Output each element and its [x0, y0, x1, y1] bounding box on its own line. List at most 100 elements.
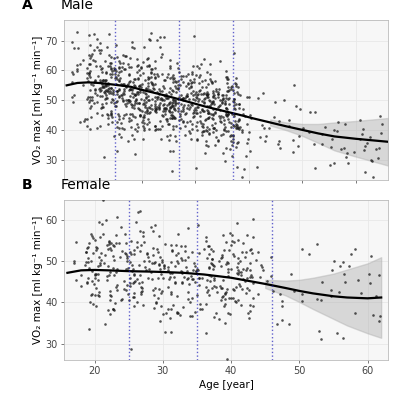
Point	[211, 124, 218, 131]
Point	[166, 100, 172, 106]
Point	[174, 310, 180, 316]
Point	[246, 267, 253, 273]
Point	[224, 310, 231, 316]
Point	[151, 86, 157, 93]
Point	[207, 103, 213, 110]
Point	[70, 44, 77, 51]
Point	[119, 125, 125, 131]
Point	[161, 92, 168, 98]
Point	[205, 115, 212, 122]
Point	[161, 111, 168, 118]
Point	[73, 67, 80, 74]
Point	[223, 128, 229, 134]
Point	[116, 125, 122, 131]
Point	[93, 271, 99, 278]
Point	[156, 106, 163, 112]
Point	[86, 264, 93, 271]
Point	[151, 65, 158, 71]
Point	[102, 78, 108, 84]
Point	[130, 266, 136, 272]
Point	[344, 159, 351, 166]
Point	[190, 114, 196, 120]
Point	[124, 258, 130, 265]
Point	[230, 132, 236, 138]
Point	[210, 262, 216, 268]
Point	[69, 79, 75, 85]
Text: Female: Female	[61, 178, 111, 192]
Point	[132, 96, 139, 103]
Point	[129, 110, 136, 117]
Point	[178, 267, 185, 274]
Point	[328, 144, 334, 150]
Point	[196, 113, 203, 120]
Point	[126, 118, 133, 124]
Point	[250, 234, 256, 240]
Point	[107, 60, 113, 66]
Point	[141, 109, 148, 116]
Point	[136, 280, 142, 286]
Point	[88, 81, 94, 88]
Point	[68, 69, 75, 75]
Point	[172, 123, 179, 130]
Point	[205, 108, 211, 114]
Point	[140, 127, 147, 133]
Point	[94, 244, 100, 251]
Point	[126, 79, 132, 86]
Point	[111, 100, 118, 106]
Point	[92, 77, 99, 83]
Point	[177, 101, 184, 108]
Point	[127, 92, 133, 99]
Point	[212, 78, 218, 84]
Point	[245, 286, 252, 293]
Point	[164, 74, 170, 80]
Point	[297, 106, 303, 112]
Point	[134, 121, 140, 128]
Point	[110, 265, 116, 271]
Point	[203, 91, 210, 98]
Point	[88, 278, 95, 284]
Point	[122, 96, 129, 103]
Point	[376, 145, 382, 151]
Point	[195, 90, 201, 97]
Point	[116, 59, 123, 66]
Point	[155, 94, 161, 101]
Point	[140, 59, 146, 65]
Point	[197, 300, 203, 307]
Point	[151, 70, 158, 77]
Point	[205, 109, 211, 116]
Point	[127, 111, 134, 118]
Point	[144, 250, 150, 256]
Point	[168, 289, 174, 296]
Point	[108, 85, 114, 92]
Point	[156, 262, 162, 268]
Point	[77, 283, 84, 289]
Point	[140, 44, 147, 51]
Point	[131, 270, 137, 277]
Point	[146, 104, 152, 110]
Point	[193, 72, 200, 78]
Point	[124, 253, 130, 260]
Point	[191, 76, 198, 82]
Point	[223, 92, 230, 98]
Point	[204, 128, 211, 134]
Point	[231, 105, 237, 112]
Point	[140, 233, 146, 239]
Point	[122, 101, 128, 108]
Point	[114, 214, 120, 220]
Point	[376, 272, 382, 278]
Point	[217, 58, 223, 64]
Point	[196, 96, 202, 102]
Point	[189, 71, 196, 78]
Point	[108, 54, 114, 60]
Point	[85, 70, 92, 76]
Point	[224, 80, 230, 86]
Point	[156, 233, 162, 239]
Point	[69, 94, 75, 101]
Point	[159, 257, 166, 264]
Point	[122, 230, 128, 237]
Point	[206, 126, 212, 132]
Point	[234, 140, 241, 146]
Point	[172, 78, 178, 84]
Point	[162, 108, 168, 114]
Point	[170, 302, 176, 308]
